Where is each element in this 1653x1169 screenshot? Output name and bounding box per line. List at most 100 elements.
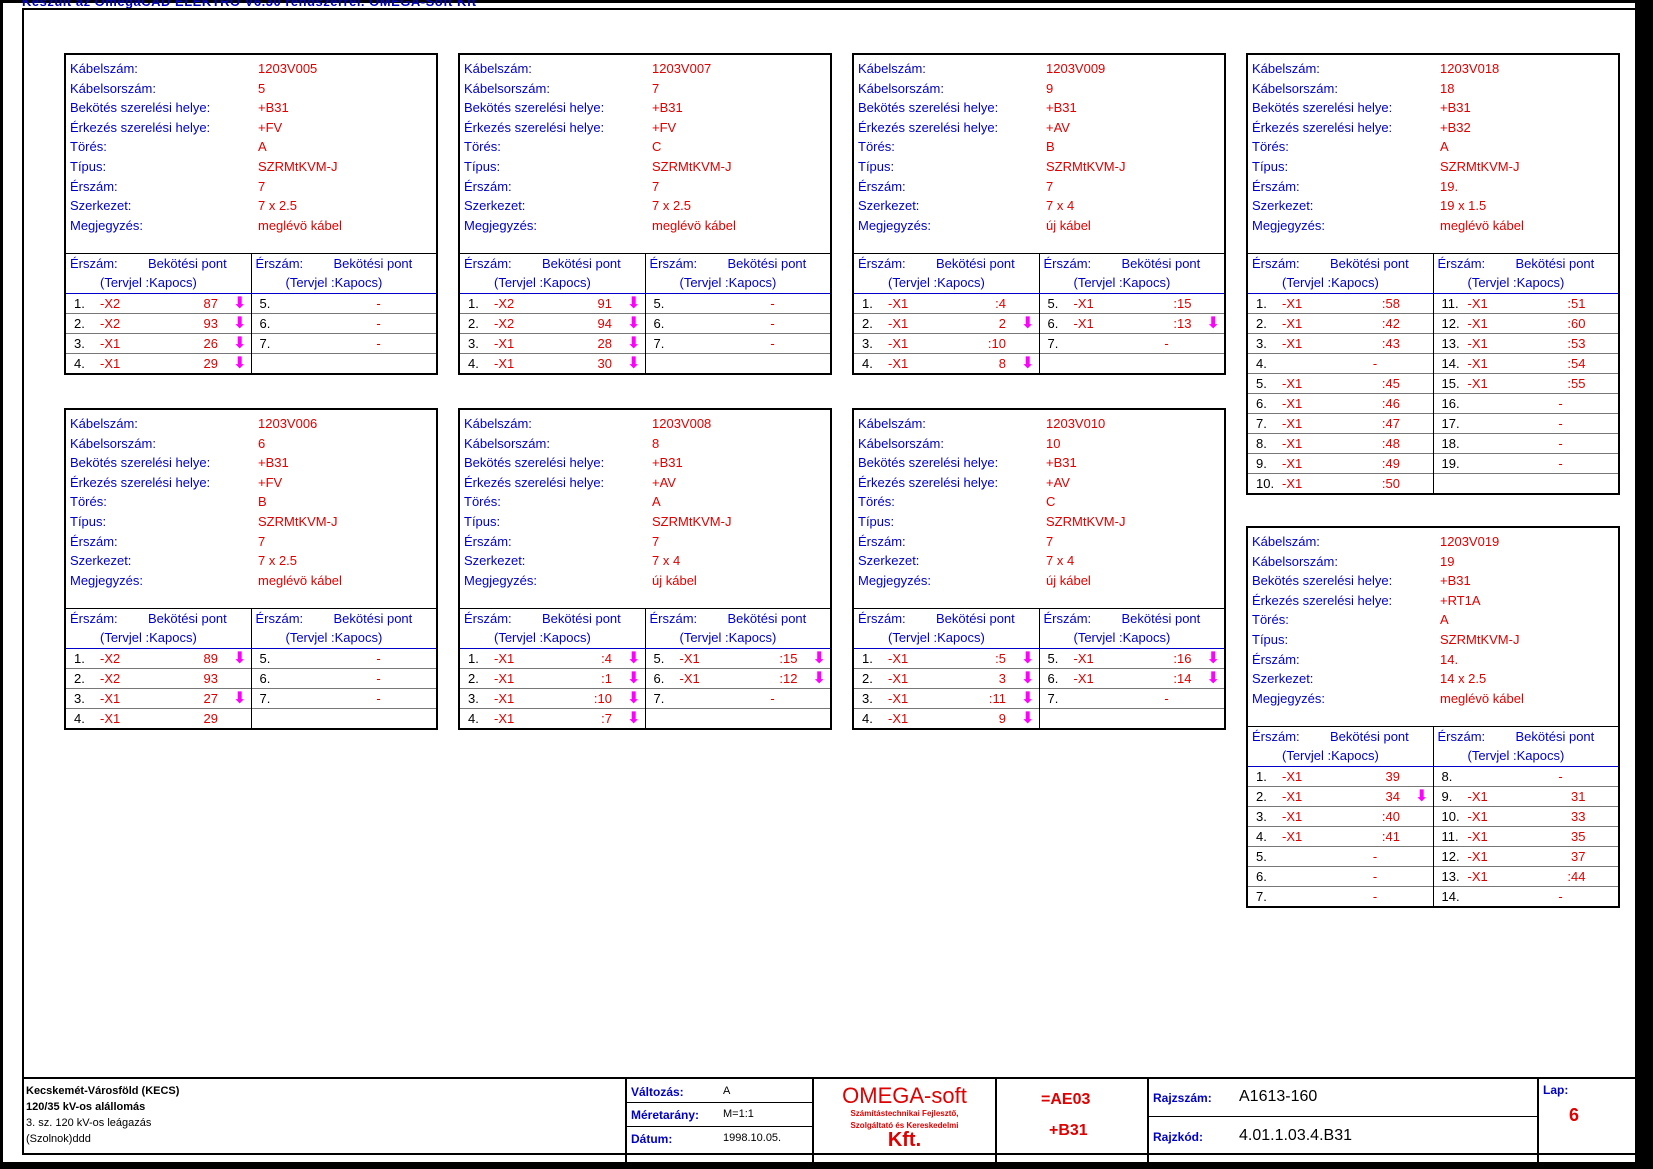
project-line-3: 3. sz. 120 kV-os leágazás bbox=[26, 1117, 152, 1129]
kabelsorszam-value: 18 bbox=[1440, 80, 1455, 96]
tervjel-col-label: (Tervjel :Kapocs) bbox=[494, 275, 591, 290]
terminal-tag: -X1 bbox=[888, 356, 909, 371]
terminal-clamp: :15 bbox=[1173, 296, 1192, 311]
connection-row bbox=[1040, 709, 1225, 728]
terminal-clamp: :16 bbox=[1173, 651, 1192, 666]
rajzszam-label: Rajzszám: bbox=[1153, 1091, 1212, 1105]
connection-row: 6. -X1:46 bbox=[1248, 394, 1433, 414]
megjegyzes-value: új kábel bbox=[1046, 217, 1091, 233]
terminal-clamp: :5 bbox=[995, 651, 1006, 666]
connection-column-right: 5. - 6. - 7. - bbox=[644, 294, 830, 373]
connection-row: 2. -X2 94 ⬇ bbox=[460, 314, 645, 334]
connection-row: 9. -X1:49 bbox=[1248, 454, 1433, 474]
column-headers: Érszám: Bekötési pont (Tervjel :Kapocs) Érs… bbox=[1248, 254, 1618, 294]
kabelszam-label: Kábelszám: bbox=[464, 61, 532, 76]
szerkezet-label: Szerkezet: bbox=[70, 553, 132, 569]
drawing-number-cell: Rajzszám: A1613-160 Rajzkód: 4.01.1.03.4… bbox=[1147, 1079, 1537, 1162]
wire-number: 7. bbox=[1047, 691, 1059, 706]
terminal-clamp: - bbox=[770, 336, 775, 351]
terminal-tag: -X1 bbox=[1467, 316, 1488, 331]
wire-number: 3. bbox=[862, 336, 873, 351]
wire-number: 5. bbox=[1256, 376, 1267, 391]
connection-row: 4. -X1 29 ⬇ bbox=[66, 354, 251, 373]
kabelsorszam-label: Kábelsorszám: bbox=[464, 435, 550, 451]
connection-row: 4. -X1:7 ⬇ bbox=[460, 709, 645, 728]
terminal-clamp: :15 bbox=[779, 651, 798, 666]
terminal-clamp: :45 bbox=[1381, 376, 1400, 391]
connection-row: 5. - bbox=[1248, 847, 1433, 867]
terminal-tag: -X1 bbox=[1073, 316, 1094, 331]
tores-value: B bbox=[1046, 139, 1055, 155]
title-block: Kecskemét-Városföld (KECS) 120/35 kV-os … bbox=[22, 1077, 1644, 1162]
connection-row: 2. -X1 2 ⬇ bbox=[854, 314, 1039, 334]
terminal-tag: -X1 bbox=[100, 711, 121, 726]
terminal-clamp: :55 bbox=[1567, 376, 1586, 391]
bottom-border bbox=[0, 1162, 1653, 1169]
wire-number: 6. bbox=[259, 671, 271, 686]
szerkezet-value: 7 x 2.5 bbox=[652, 198, 692, 214]
terminal-tag: -X1 bbox=[1282, 829, 1303, 844]
down-arrow-icon: ⬇ bbox=[627, 710, 641, 727]
tipus-value: SZRMtKVM-J bbox=[258, 514, 338, 529]
kabelsorszam-label: Kábelsorszám: bbox=[464, 80, 550, 96]
column-header: Érszám: Bekötési pont (Tervjel :Kapocs) bbox=[250, 609, 437, 648]
wire-number: 6. bbox=[1256, 869, 1267, 884]
terminal-tag: -X1 bbox=[100, 691, 121, 706]
rajzszam-value: A1613-160 bbox=[1239, 1088, 1318, 1105]
wire-number: 10. bbox=[1441, 809, 1460, 824]
wire-number: 12. bbox=[1441, 849, 1460, 864]
terminal-tag: -X1 bbox=[1282, 456, 1303, 471]
szerkezet-value: 19 x 1.5 bbox=[1440, 198, 1487, 214]
bekotesi-col-label: Bekötési pont bbox=[1330, 256, 1409, 271]
bekotes-label: Bekötés szerelési helye: bbox=[858, 100, 999, 116]
terminal-tag: -X1 bbox=[1282, 376, 1303, 391]
terminal-tag: -X1 bbox=[888, 651, 909, 666]
bekotes-value: +B31 bbox=[652, 455, 683, 471]
connection-row bbox=[1040, 354, 1225, 373]
tervjel-col-label: (Tervjel :Kapocs) bbox=[1073, 630, 1171, 645]
terminal-clamp: 33 bbox=[1571, 809, 1586, 824]
terminal-clamp: 28 bbox=[597, 336, 612, 351]
lap-value: 6 bbox=[1569, 1105, 1580, 1125]
wire-number: 3. bbox=[74, 691, 85, 706]
connection-row: 15. -X1:55 bbox=[1433, 374, 1618, 394]
erszam-col-label: Érszám: bbox=[1252, 729, 1300, 744]
column-header: Érszám: Bekötési pont (Tervjel :Kapocs) bbox=[460, 254, 645, 293]
terminal-tag: -X2 bbox=[100, 296, 121, 311]
down-arrow-icon: ⬇ bbox=[627, 315, 641, 332]
company-kft: Kft. bbox=[887, 1129, 922, 1151]
connection-row: 7. - bbox=[645, 689, 830, 709]
kabelszam-value: 1203V019 bbox=[1440, 534, 1500, 549]
wire-number: 15. bbox=[1441, 376, 1460, 391]
erszam-col-label: Érszám: bbox=[649, 611, 698, 626]
terminal-clamp: :54 bbox=[1567, 356, 1586, 371]
terminal-clamp: :12 bbox=[779, 671, 798, 686]
terminal-clamp: :10 bbox=[987, 336, 1006, 351]
tores-value: A bbox=[1440, 612, 1449, 628]
terminal-clamp: 89 bbox=[203, 651, 218, 666]
connection-row: 6. - bbox=[251, 314, 436, 334]
erkezes-label: Érkezés szerelési helye: bbox=[70, 119, 211, 135]
erszam-col-label: Érszám: bbox=[1437, 256, 1486, 271]
connection-row: 6. -X1:13 ⬇ bbox=[1039, 314, 1224, 334]
kabelsorszam-value: 5 bbox=[258, 80, 266, 96]
kabelsorszam-value: 8 bbox=[652, 435, 660, 451]
connection-row bbox=[646, 709, 831, 728]
tipus-label: Típus: bbox=[1252, 159, 1289, 174]
connection-row: 12. -X1:60 bbox=[1433, 314, 1618, 334]
terminal-clamp: - bbox=[376, 671, 381, 686]
connection-column-right: 8. - 9. -X1 31 10. -X1 33 11. -X1 35 12. -X1 37 13. -X1… bbox=[1432, 767, 1618, 906]
wire-number: 14. bbox=[1441, 889, 1460, 904]
terminal-clamp: 8 bbox=[998, 356, 1006, 371]
wire-number: 5. bbox=[1256, 849, 1267, 864]
megjegyzes-label: Megjegyzés: bbox=[858, 572, 931, 588]
connection-row: 5. -X1 :45 bbox=[1248, 374, 1433, 394]
down-arrow-icon: ⬇ bbox=[233, 335, 247, 352]
connection-row: 2. -X2 93 bbox=[66, 669, 251, 689]
connection-row: 9. -X1 31 bbox=[1433, 787, 1618, 807]
erszam-col-label: Érszám: bbox=[70, 611, 118, 626]
terminal-tag: -X2 bbox=[100, 671, 121, 686]
wire-number: 6. bbox=[1047, 316, 1059, 331]
column-headers: Érszám: Bekötési pont (Tervjel :Kapocs) Érs… bbox=[854, 254, 1224, 294]
connection-row: 11. -X1 35 bbox=[1433, 827, 1618, 847]
